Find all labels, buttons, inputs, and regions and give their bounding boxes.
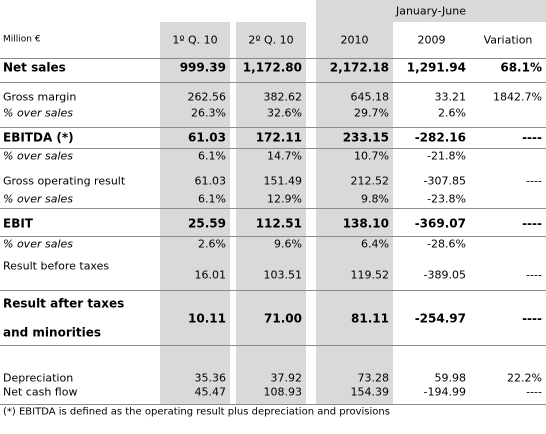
cell: ---- <box>526 174 542 188</box>
cell: 45.47 <box>194 385 227 399</box>
row-label: % over sales <box>3 149 74 163</box>
row-label: Gross operating result <box>3 174 126 188</box>
cell: 61.03 <box>194 174 227 188</box>
cell: ---- <box>526 385 542 399</box>
column-bg <box>236 22 306 404</box>
row-label: Result after taxes <box>3 296 125 311</box>
row-label: Gross margin <box>3 90 77 104</box>
cell: 73.28 <box>357 371 390 385</box>
cell: -282.16 <box>414 130 466 145</box>
cell: -369.07 <box>414 216 466 231</box>
row-label: % over sales <box>3 192 74 206</box>
row-label: % over sales <box>3 237 74 251</box>
cell: 172.11 <box>255 130 302 145</box>
cell: 645.18 <box>350 90 390 104</box>
cell: 6.4% <box>361 237 389 251</box>
cell: 212.52 <box>350 174 390 188</box>
cell: ---- <box>522 130 542 145</box>
row-label: Net cash flow <box>3 385 78 399</box>
cell: 25.59 <box>188 216 226 231</box>
row-label: and minorities <box>3 325 101 340</box>
cell: 10.7% <box>354 149 389 163</box>
cell: 29.7% <box>354 106 389 120</box>
cell: 1,291.94 <box>406 60 466 75</box>
cell: 37.92 <box>270 371 303 385</box>
cell: 103.51 <box>263 268 303 282</box>
header-cell: Variation <box>483 33 533 47</box>
cell: 68.1% <box>500 60 542 75</box>
cell: -194.99 <box>423 385 466 399</box>
cell: ---- <box>526 268 542 282</box>
footnote: (*) EBITDA is defined as the operating r… <box>3 406 390 418</box>
cell: 999.39 <box>179 60 226 75</box>
cell: 81.11 <box>351 311 389 326</box>
cell: -254.97 <box>414 311 466 326</box>
cell: 22.2% <box>507 371 542 385</box>
cell: -23.8% <box>427 192 466 206</box>
cell: 138.10 <box>342 216 389 231</box>
cell: 33.21 <box>434 90 467 104</box>
row-label: Net sales <box>3 60 66 75</box>
row-label: EBITDA (*) <box>3 130 74 145</box>
header-cell: 2009 <box>417 33 446 47</box>
cell: 9.6% <box>274 237 302 251</box>
cell: 35.36 <box>194 371 227 385</box>
rule <box>0 404 546 405</box>
cell: 61.03 <box>188 130 226 145</box>
group-header: January-June <box>395 4 467 18</box>
header-cell: Million € <box>3 34 41 45</box>
rule <box>0 148 546 149</box>
cell: -28.6% <box>427 237 466 251</box>
column-bg <box>160 22 230 404</box>
cell: ---- <box>522 311 542 326</box>
cell: 112.51 <box>255 216 302 231</box>
cell: 233.15 <box>342 130 389 145</box>
header-cell: 2010 <box>340 33 369 47</box>
cell: 1842.7% <box>493 90 542 104</box>
row-label: EBIT <box>3 216 33 231</box>
rule <box>0 58 546 59</box>
cell: ---- <box>522 216 542 231</box>
rule <box>0 345 546 346</box>
cell: 108.93 <box>263 385 303 399</box>
cell: 32.6% <box>267 106 302 120</box>
cell: 6.1% <box>198 149 226 163</box>
cell: 151.49 <box>263 174 303 188</box>
cell: 2.6% <box>198 237 226 251</box>
cell: 6.1% <box>198 192 226 206</box>
row-label: Depreciation <box>3 371 74 385</box>
cell: 10.11 <box>188 311 226 326</box>
cell: 26.3% <box>191 106 226 120</box>
rule <box>0 290 546 291</box>
cell: 9.8% <box>361 192 389 206</box>
row-label: Result before taxes <box>3 259 110 273</box>
rule <box>0 82 546 83</box>
header-cell: 1º Q. 10 <box>172 33 218 47</box>
cell: 382.62 <box>263 90 303 104</box>
group-header-bg <box>316 0 546 22</box>
cell: 71.00 <box>264 311 302 326</box>
cell: 12.9% <box>267 192 302 206</box>
rule <box>0 208 546 209</box>
column-bg <box>316 22 393 404</box>
cell: -389.05 <box>423 268 466 282</box>
cell: 16.01 <box>194 268 227 282</box>
cell: 2,172.18 <box>329 60 389 75</box>
rule <box>0 236 546 237</box>
cell: 119.52 <box>350 268 390 282</box>
cell: 1,172.80 <box>242 60 302 75</box>
header-cell: 2º Q. 10 <box>248 33 294 47</box>
cell: 2.6% <box>438 106 466 120</box>
rule <box>0 127 546 128</box>
cell: -307.85 <box>423 174 466 188</box>
cell: -21.8% <box>427 149 466 163</box>
cell: 59.98 <box>434 371 467 385</box>
cell: 262.56 <box>187 90 227 104</box>
cell: 154.39 <box>350 385 390 399</box>
cell: 14.7% <box>267 149 302 163</box>
row-label: % over sales <box>3 106 74 120</box>
